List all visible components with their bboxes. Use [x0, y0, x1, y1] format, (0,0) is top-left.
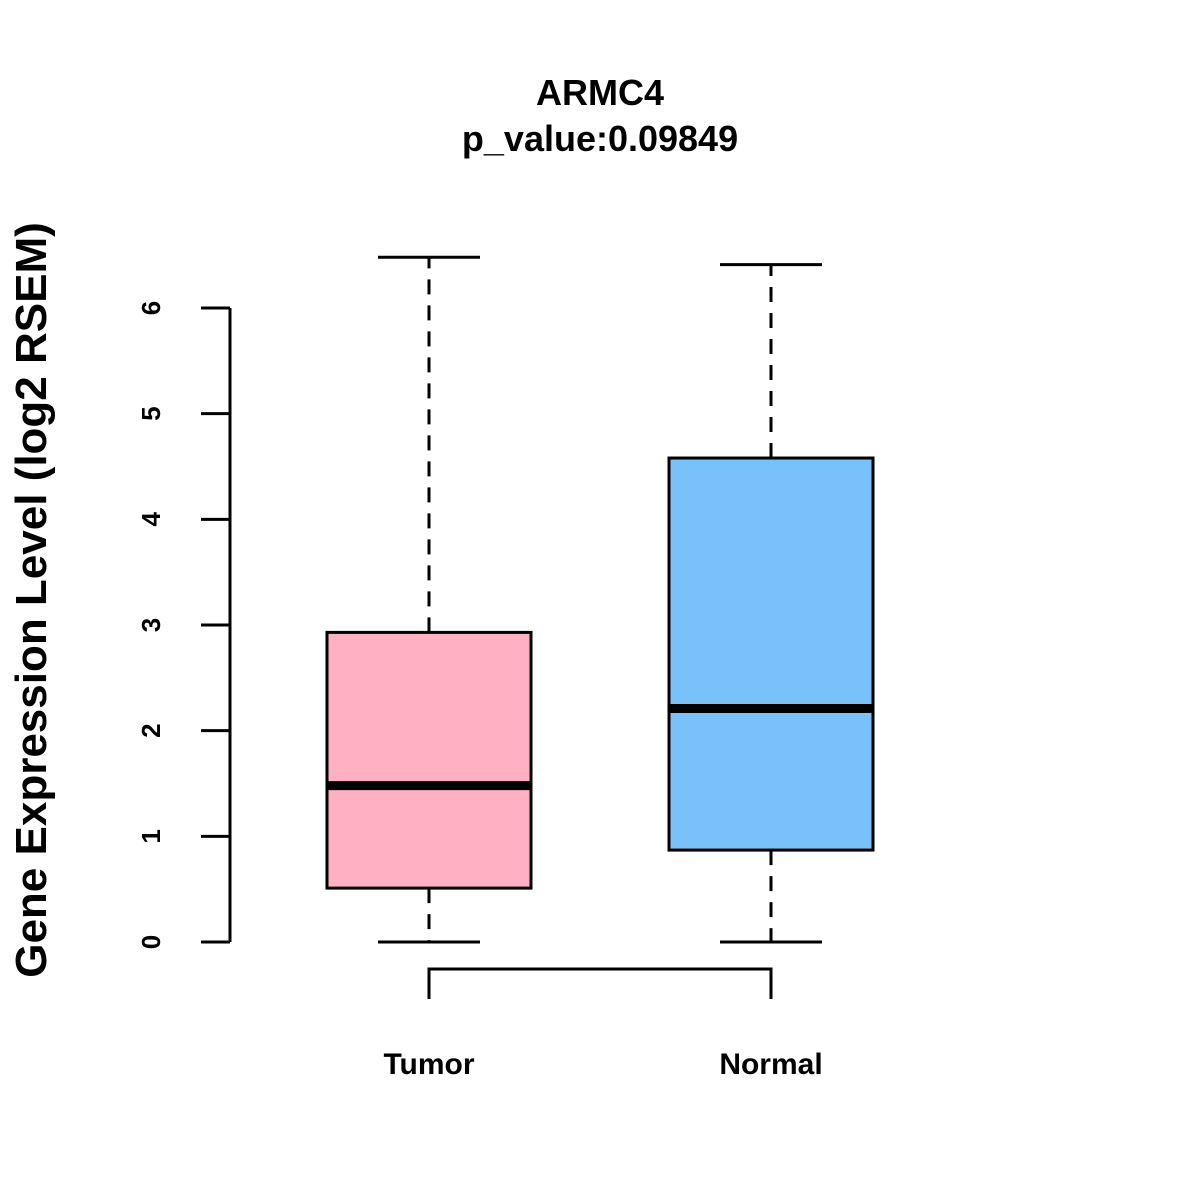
chart-title: ARMC4 — [536, 72, 664, 113]
y-tick-label-3: 3 — [136, 618, 166, 632]
y-tick-label-4: 4 — [136, 512, 166, 527]
y-tick-label-2: 2 — [136, 723, 166, 737]
y-tick-label-0: 0 — [136, 935, 166, 949]
y-tick-label-6: 6 — [136, 301, 166, 315]
category-label-tumor: Tumor — [383, 1048, 474, 1081]
box-tumor — [325, 255, 533, 944]
y-tick-label-5: 5 — [136, 406, 166, 420]
category-labels: Tumor Normal — [383, 1048, 822, 1081]
y-axis: 0 1 2 3 4 5 6 — [136, 301, 232, 949]
category-label-normal: Normal — [719, 1048, 822, 1081]
tumor-iqr-box — [325, 630, 533, 890]
bracket-line — [427, 967, 773, 999]
y-tick-label-1: 1 — [136, 829, 166, 843]
box-group — [325, 255, 875, 944]
box-normal — [667, 263, 875, 944]
chart-subtitle: p_value:0.09849 — [462, 118, 738, 159]
normal-iqr-box — [667, 456, 875, 852]
comparison-bracket — [427, 967, 773, 999]
y-axis-label: Gene Expression Level (log2 RSEM) — [7, 222, 56, 978]
